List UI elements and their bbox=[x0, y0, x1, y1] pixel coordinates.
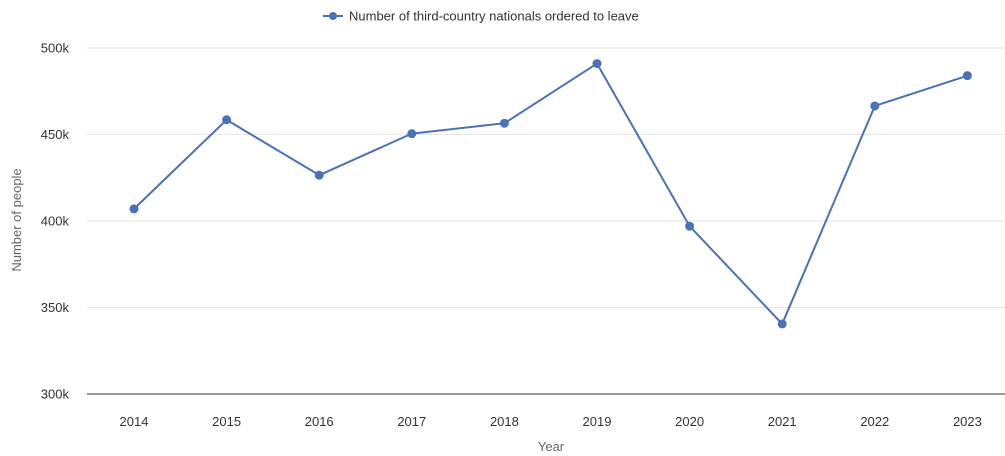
data-point[interactable] bbox=[314, 170, 324, 180]
x-tick-label: 2023 bbox=[953, 414, 982, 429]
x-tick-label: 2015 bbox=[212, 414, 241, 429]
data-point[interactable] bbox=[592, 59, 602, 69]
x-tick-label: 2019 bbox=[583, 414, 612, 429]
x-tick-label: 2018 bbox=[490, 414, 519, 429]
data-point[interactable] bbox=[129, 204, 139, 214]
series-line bbox=[133, 62, 968, 325]
y-tick-label: 300k bbox=[41, 387, 70, 402]
gridlines bbox=[87, 47, 1005, 308]
data-point[interactable] bbox=[407, 129, 417, 139]
data-point[interactable] bbox=[870, 101, 880, 111]
y-tick-label: 450k bbox=[41, 127, 70, 142]
x-tick-label: 2022 bbox=[860, 414, 889, 429]
legend[interactable]: Number of third-country nationals ordere… bbox=[323, 9, 639, 24]
x-tick-label: 2021 bbox=[768, 414, 797, 429]
y-tick-label: 500k bbox=[41, 41, 70, 56]
y-tick-label: 400k bbox=[41, 214, 70, 229]
x-tick-label: 2014 bbox=[120, 414, 149, 429]
data-point[interactable] bbox=[685, 221, 695, 231]
y-tick-labels: 300k 350k 400k 450k 500k bbox=[41, 41, 70, 402]
x-tick-labels: 2014 2015 2016 2017 2018 2019 2020 2021 2022 2023 bbox=[120, 414, 982, 429]
legend-label: Number of third-country nationals ordere… bbox=[349, 9, 639, 24]
data-point[interactable] bbox=[962, 71, 972, 81]
x-axis-title: Year bbox=[538, 439, 565, 454]
x-tick-label: 2016 bbox=[305, 414, 334, 429]
data-point[interactable] bbox=[777, 319, 787, 329]
legend-dot-marker bbox=[329, 12, 337, 20]
x-tick-label: 2017 bbox=[397, 414, 426, 429]
y-tick-label: 350k bbox=[41, 300, 70, 315]
data-point[interactable] bbox=[499, 118, 509, 128]
y-axis-title: Number of people bbox=[9, 168, 24, 271]
data-point[interactable] bbox=[222, 115, 232, 125]
series-layer bbox=[129, 59, 972, 329]
x-tick-label: 2020 bbox=[675, 414, 704, 429]
